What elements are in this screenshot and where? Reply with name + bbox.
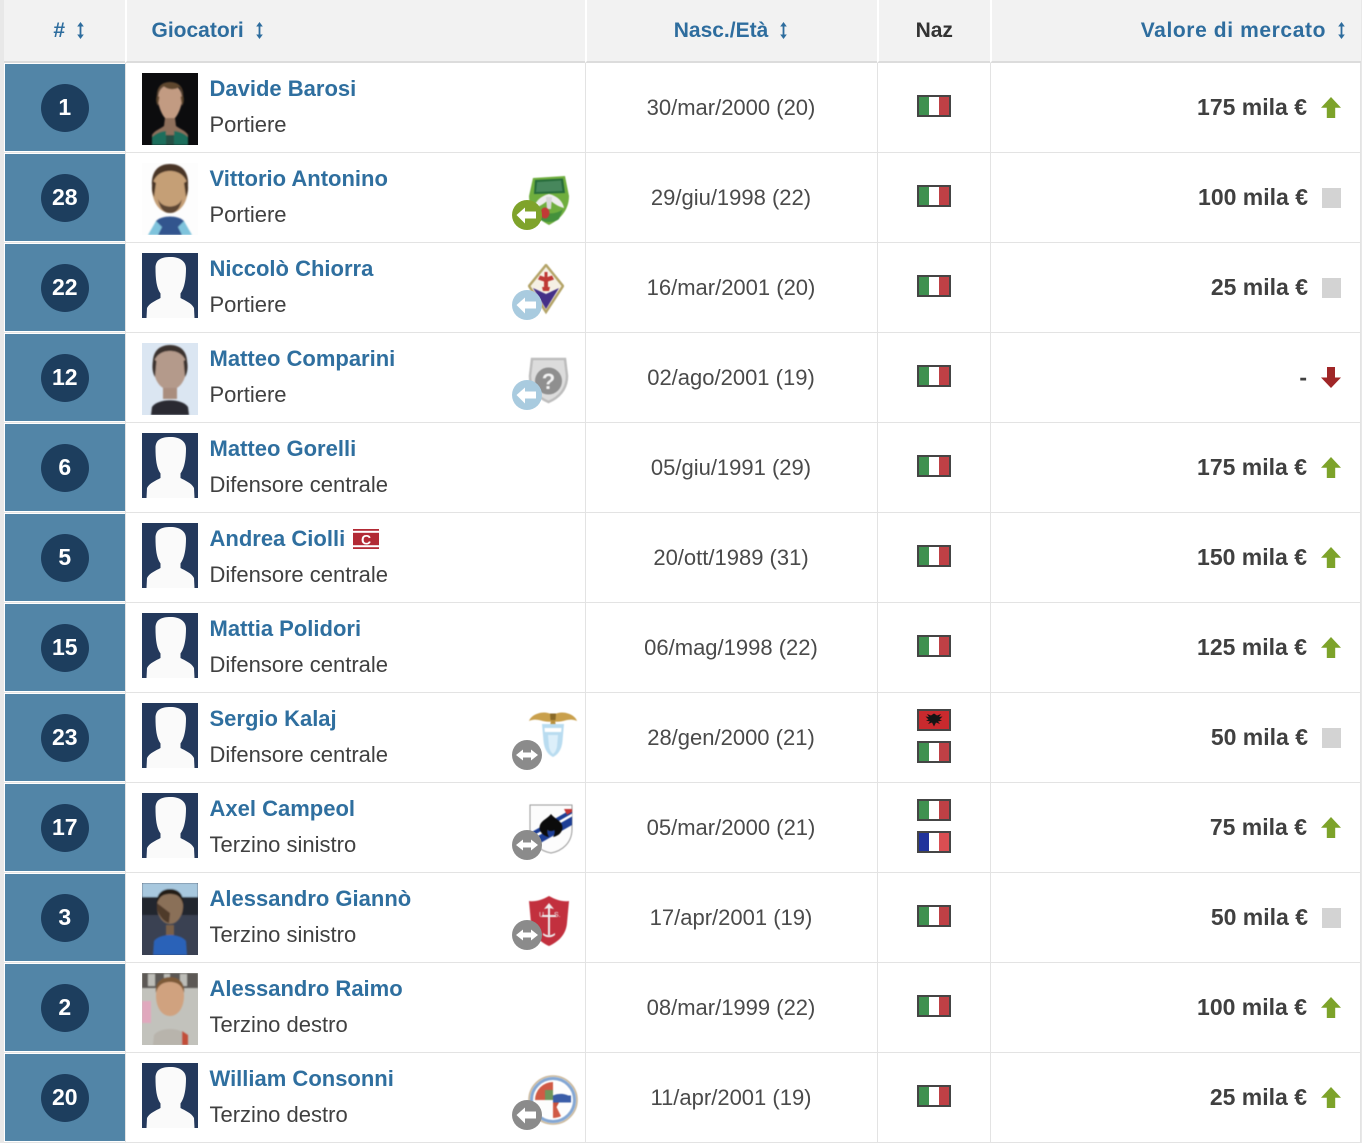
svg-text:C: C <box>361 531 371 547</box>
svg-text:S.: S. <box>554 912 561 919</box>
svg-text:U.: U. <box>539 912 546 919</box>
svg-text:?: ? <box>541 369 554 394</box>
